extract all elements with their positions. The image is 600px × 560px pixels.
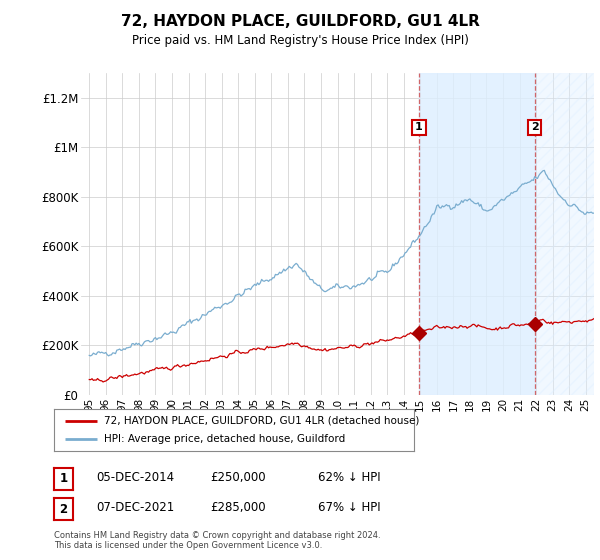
- Text: 2: 2: [59, 502, 68, 516]
- Bar: [419, 73, 535, 395]
- Text: 07-DEC-2021: 07-DEC-2021: [96, 501, 174, 515]
- Text: 72, HAYDON PLACE, GUILDFORD, GU1 4LR (detached house): 72, HAYDON PLACE, GUILDFORD, GU1 4LR (de…: [104, 416, 420, 426]
- Bar: [535, 73, 594, 395]
- Text: 72, HAYDON PLACE, GUILDFORD, GU1 4LR: 72, HAYDON PLACE, GUILDFORD, GU1 4LR: [121, 14, 479, 29]
- Text: £285,000: £285,000: [210, 501, 266, 515]
- Text: 1: 1: [415, 122, 423, 132]
- Text: 62% ↓ HPI: 62% ↓ HPI: [318, 471, 380, 484]
- Text: 67% ↓ HPI: 67% ↓ HPI: [318, 501, 380, 515]
- Text: 2: 2: [531, 122, 539, 132]
- Text: Contains HM Land Registry data © Crown copyright and database right 2024.
This d: Contains HM Land Registry data © Crown c…: [54, 531, 380, 550]
- Text: 05-DEC-2014: 05-DEC-2014: [96, 471, 174, 484]
- Text: HPI: Average price, detached house, Guildford: HPI: Average price, detached house, Guil…: [104, 435, 346, 445]
- Text: 1: 1: [59, 472, 68, 486]
- Text: Price paid vs. HM Land Registry's House Price Index (HPI): Price paid vs. HM Land Registry's House …: [131, 34, 469, 46]
- Text: £250,000: £250,000: [210, 471, 266, 484]
